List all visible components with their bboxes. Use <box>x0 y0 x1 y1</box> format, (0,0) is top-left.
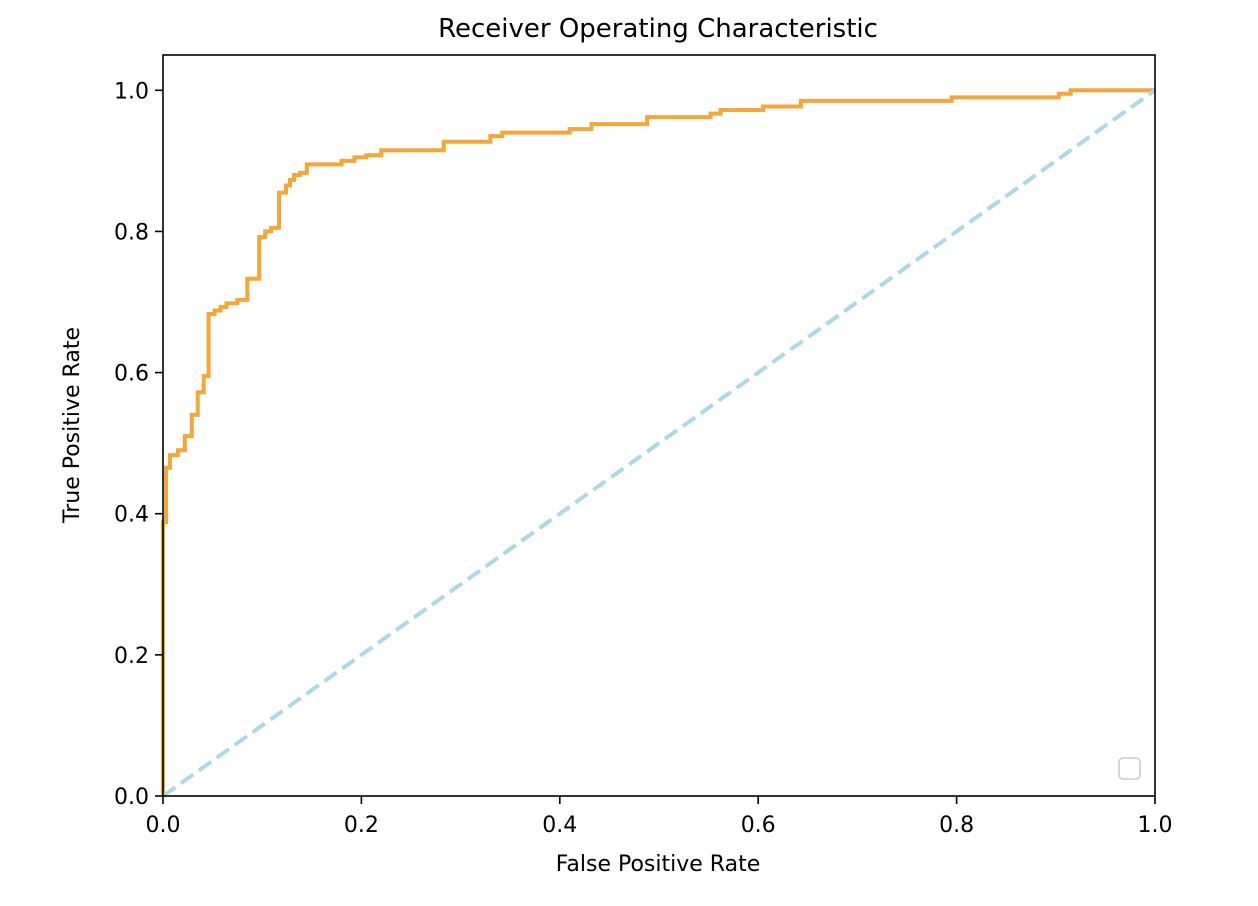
y-tick-label: 0.2 <box>114 644 149 669</box>
y-tick-label: 0.8 <box>114 220 149 245</box>
plot-area <box>161 88 1157 798</box>
x-tick-label: 0.8 <box>939 813 974 838</box>
y-tick-label: 1.0 <box>114 79 149 104</box>
x-tick-label: 1.0 <box>1138 813 1173 838</box>
y-tick-label: 0.6 <box>114 362 149 387</box>
chart-title: Receiver Operating Characteristic <box>438 14 878 44</box>
y-tick-label: 0.0 <box>114 785 149 810</box>
plot-frame <box>162 54 1156 797</box>
y-tick-label: 0.4 <box>114 503 149 528</box>
x-tick-label: 0.2 <box>344 813 379 838</box>
x-tick-label: 0.0 <box>146 813 181 838</box>
reference-diagonal-line <box>161 88 1157 798</box>
legend-box <box>1118 757 1141 780</box>
x-axis: 0.0 0.2 0.4 0.6 0.8 1.0 <box>146 796 1173 838</box>
x-tick-label: 0.4 <box>542 813 577 838</box>
roc-curve-line <box>161 88 1155 796</box>
x-tick-label: 0.6 <box>741 813 776 838</box>
x-axis-title: False Positive Rate <box>556 852 760 877</box>
y-axis-title: True Positive Rate <box>60 327 85 524</box>
y-axis: 0.0 0.2 0.4 0.6 0.8 1.0 <box>114 79 163 810</box>
